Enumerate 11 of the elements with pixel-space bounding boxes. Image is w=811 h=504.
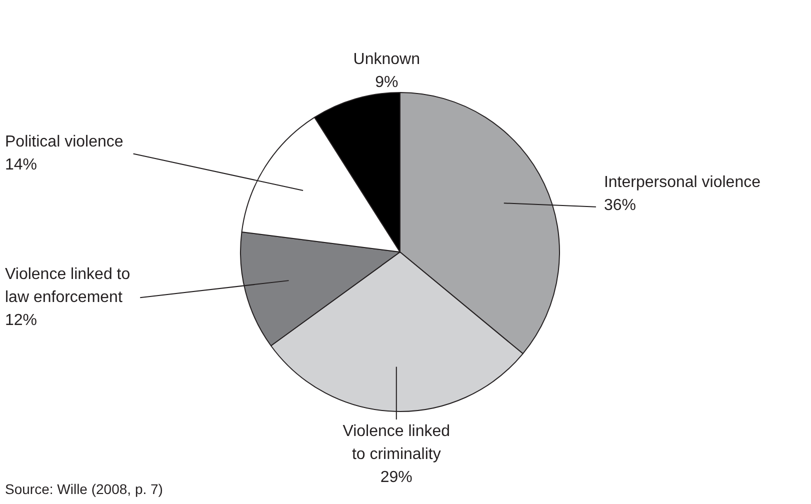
data-label: 29% (380, 468, 412, 486)
data-label: 12% (5, 312, 38, 330)
slice-label: Unknown (353, 50, 420, 68)
slice-label: Violence linked to criminality (342, 422, 450, 463)
data-label: 14% (5, 156, 38, 174)
source-note: Source: Wille (2008, p. 7) (5, 480, 163, 497)
slice-label: Violence linked to law enforcement (5, 266, 130, 306)
slice-label: Interpersonal violence (604, 174, 761, 191)
data-label: 9% (375, 74, 398, 91)
slice-label: Political violence (5, 134, 124, 151)
data-label: 36% (604, 196, 636, 214)
